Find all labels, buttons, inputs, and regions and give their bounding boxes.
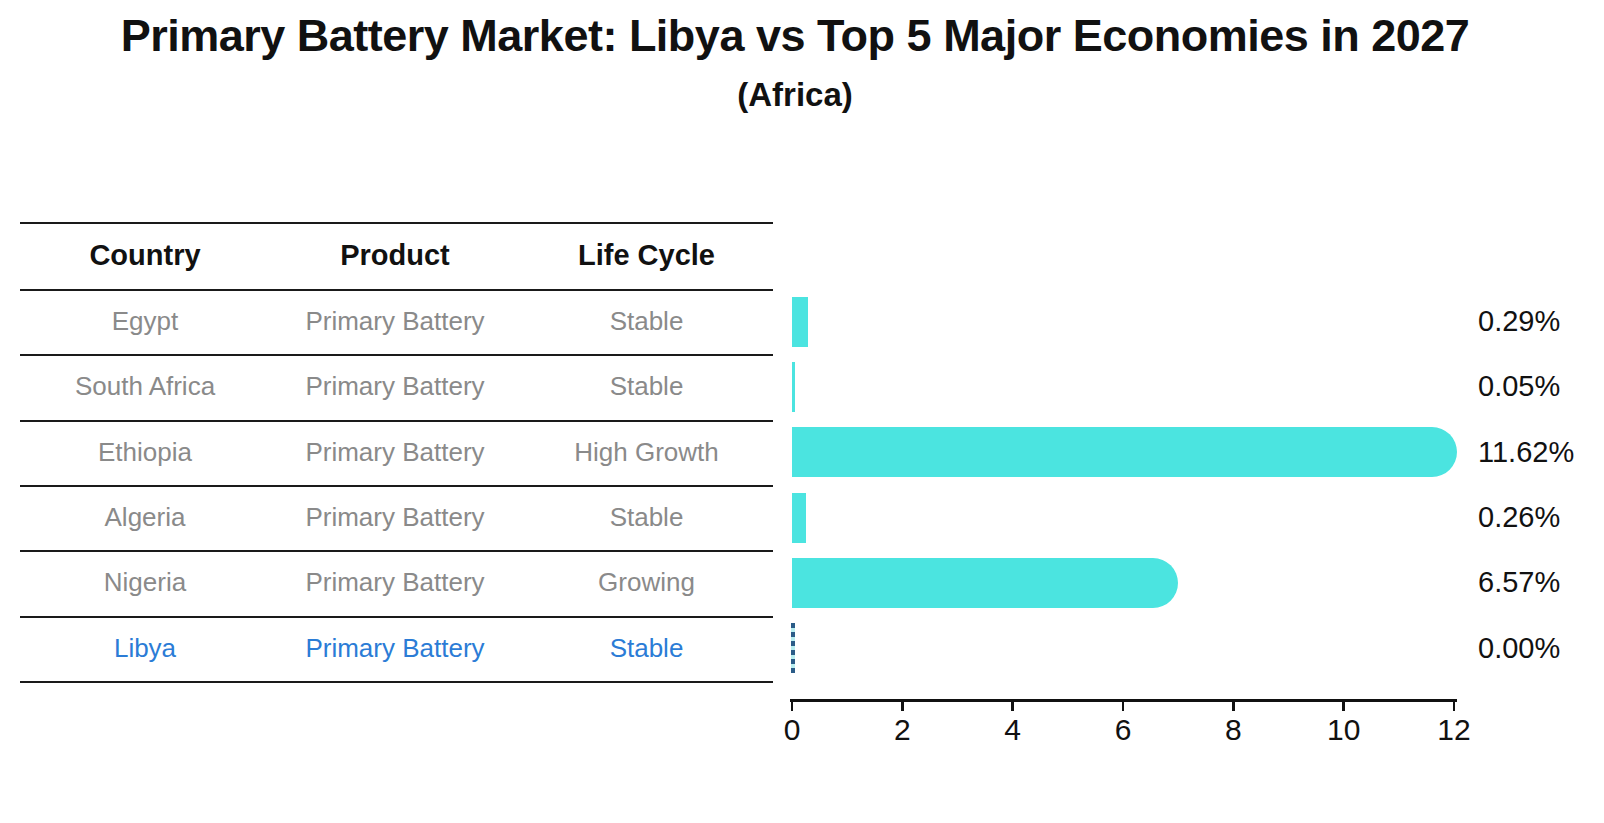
chart-bar <box>792 362 795 412</box>
table-cell-life_cycle: Stable <box>520 616 773 681</box>
chart-bar <box>792 493 806 543</box>
table-cell-country: Nigeria <box>20 550 270 615</box>
header-cell-1: Product <box>270 222 520 289</box>
chart-subtitle: (Africa) <box>0 76 1590 114</box>
zero-value-dashed-marker <box>791 623 795 673</box>
bar-value-label: 6.57% <box>1478 558 1604 608</box>
x-axis-tick <box>1232 701 1235 711</box>
x-axis-tick <box>1453 701 1456 711</box>
table-cell-life_cycle: Stable <box>520 289 773 354</box>
header-cell-2: Life Cycle <box>520 222 773 289</box>
x-axis-tick <box>1011 701 1014 711</box>
table-cell-life_cycle: Stable <box>520 485 773 550</box>
table-cell-product: Primary Battery <box>270 616 520 681</box>
table-cell-product: Primary Battery <box>270 289 520 354</box>
table-cell-country: Algeria <box>20 485 270 550</box>
row-separator-line <box>20 681 773 683</box>
bar-value-label: 11.62% <box>1478 427 1604 477</box>
table-cell-country: Libya <box>20 616 270 681</box>
x-axis-tick-label: 8 <box>1203 713 1263 747</box>
chart-bar <box>792 558 1178 608</box>
table-cell-country: Egypt <box>20 289 270 354</box>
table-cell-product: Primary Battery <box>270 420 520 485</box>
x-axis-tick <box>1122 701 1125 711</box>
table-cell-country: Ethiopia <box>20 420 270 485</box>
figure-canvas: Primary Battery Market: Libya vs Top 5 M… <box>0 0 1604 823</box>
header-cell-0: Country <box>20 222 270 289</box>
x-axis-tick <box>791 701 794 711</box>
bar-value-label: 0.26% <box>1478 493 1604 543</box>
chart-title: Primary Battery Market: Libya vs Top 5 M… <box>0 10 1590 62</box>
bar-value-label: 0.29% <box>1478 297 1604 347</box>
x-axis-tick-label: 0 <box>762 713 822 747</box>
x-axis-tick-label: 6 <box>1093 713 1153 747</box>
x-axis-tick-label: 2 <box>872 713 932 747</box>
x-axis-tick <box>1342 701 1345 711</box>
x-axis-tick-label: 4 <box>983 713 1043 747</box>
table-cell-product: Primary Battery <box>270 485 520 550</box>
table-cell-life_cycle: Stable <box>520 354 773 419</box>
table-cell-life_cycle: Growing <box>520 550 773 615</box>
bar-value-label: 0.00% <box>1478 623 1604 673</box>
x-axis-tick-label: 10 <box>1314 713 1374 747</box>
table-cell-life_cycle: High Growth <box>520 420 773 485</box>
table-cell-country: South Africa <box>20 354 270 419</box>
table-cell-product: Primary Battery <box>270 354 520 419</box>
table-cell-product: Primary Battery <box>270 550 520 615</box>
chart-bar <box>792 297 808 347</box>
chart-bar <box>792 427 1457 477</box>
bar-value-label: 0.05% <box>1478 362 1604 412</box>
x-axis-tick-label: 12 <box>1424 713 1484 747</box>
x-axis-tick <box>901 701 904 711</box>
